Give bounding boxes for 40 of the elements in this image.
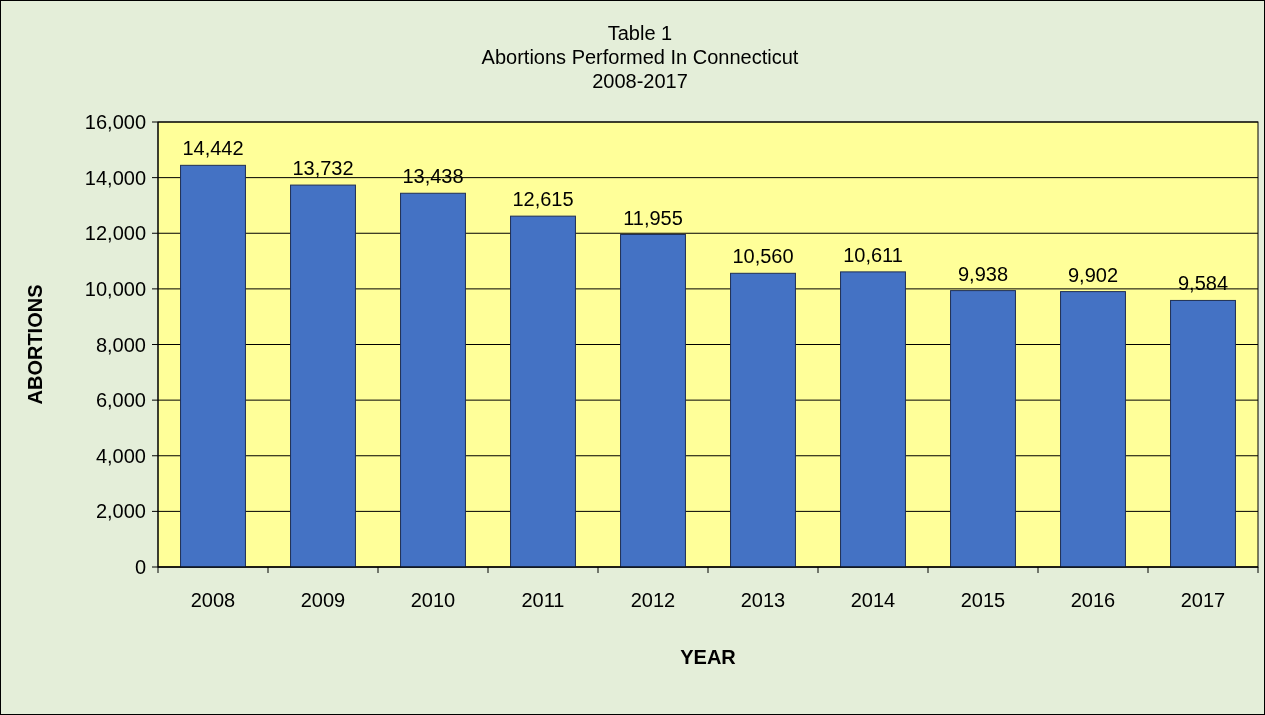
- chart-title: Table 1 Abortions Performed In Connecticut 2008-2017: [481, 22, 799, 92]
- y-tick-label: 16,000: [84, 111, 146, 133]
- x-tick-label: 2015: [960, 589, 1006, 611]
- data-label: 14,442: [182, 137, 244, 160]
- x-tick-label: 2010: [410, 589, 456, 611]
- bar: [950, 290, 1016, 568]
- x-tick-label: 2013: [740, 589, 786, 611]
- y-tick-label: 10,000: [84, 277, 146, 300]
- bar: [180, 164, 246, 568]
- x-tick-label: 2012: [630, 589, 676, 611]
- x-tick-label: 2016: [1070, 589, 1116, 611]
- data-label: 10,560: [732, 245, 794, 268]
- y-axis-title: ABORTIONS: [24, 284, 46, 405]
- y-tick-label: 8,000: [95, 333, 146, 356]
- bar: [730, 272, 796, 568]
- bar: [290, 184, 356, 568]
- y-tick-label: 14,000: [84, 166, 146, 189]
- data-label: 11,955: [623, 206, 683, 229]
- bar: [1170, 299, 1236, 568]
- data-label: 10,611: [843, 243, 903, 266]
- bar: [510, 215, 576, 568]
- y-tick-label: 4,000: [95, 444, 146, 467]
- x-tick-label: 2017: [1180, 589, 1226, 611]
- y-tick-label: 12,000: [84, 222, 146, 245]
- x-tick-label: 2008: [190, 589, 236, 611]
- x-axis-title: YEAR: [680, 646, 737, 668]
- x-tick-label: 2009: [300, 589, 346, 611]
- bar: [620, 234, 686, 568]
- y-tick-label: 6,000: [95, 389, 146, 412]
- data-label: 9,938: [957, 262, 1009, 285]
- x-tick-label: 2014: [850, 589, 896, 611]
- x-tick-label: 2011: [521, 589, 565, 611]
- data-label: 12,615: [512, 188, 574, 211]
- data-label: 13,732: [292, 157, 354, 180]
- bar: [840, 271, 906, 568]
- bar: [400, 192, 466, 568]
- bar: [1060, 291, 1126, 568]
- y-tick-label: 2,000: [95, 500, 146, 523]
- y-tick-label: 0: [134, 556, 146, 578]
- data-label: 9,902: [1067, 263, 1119, 286]
